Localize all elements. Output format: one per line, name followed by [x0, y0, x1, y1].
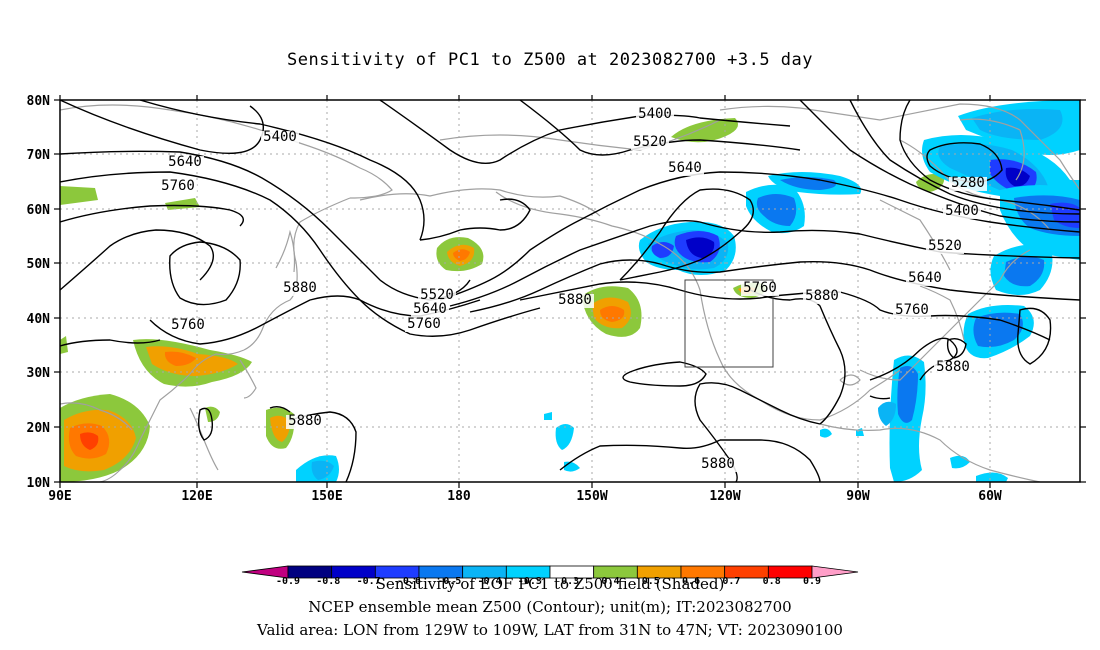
contour-label: 5640: [168, 154, 202, 170]
contour-label-bg: [893, 304, 931, 318]
contour-label-bg: [169, 319, 207, 333]
colorbar-label: -0.8: [316, 576, 340, 587]
footer-valid-area: Valid area: LON from 129W to 109W, LAT f…: [257, 621, 843, 639]
contour-label-bg: [741, 282, 779, 296]
map-title: Sensitivity of PC1 to Z500 at 2023082700…: [286, 50, 813, 70]
colorbar: -0.9 -0.8 -0.7 -0.6 -0.5 -0.4 -0.3 0.3 0.4 0.5 0.6…: [241, 565, 859, 587]
lon-tick-label: 180: [447, 489, 471, 504]
colorbar-label: -0.4: [477, 576, 501, 587]
z500-contours: [60, 100, 1080, 482]
contour-label-bg: [261, 131, 299, 145]
contour-label-bg: [166, 156, 204, 170]
graticule: [60, 100, 1080, 482]
contour-label-bg: [286, 415, 324, 429]
latitude-axis: 80N 70N 60N 50N 40N 30N 20N 10N: [27, 94, 1086, 491]
contour-label-bg: [281, 282, 319, 296]
valid-area-box: [684, 279, 774, 368]
contour-label: 5880: [701, 456, 735, 472]
colorbar-label: 0.3: [561, 576, 579, 587]
contour-label: 5520: [420, 287, 454, 303]
contour-label: 5640: [908, 270, 942, 286]
colorbar-label: 0.6: [682, 576, 700, 587]
contour-label: 5400: [638, 106, 672, 122]
map-frame: [59, 99, 1081, 483]
contour-label: 5520: [928, 238, 962, 254]
colorbar-label: -0.5: [437, 576, 461, 587]
negative-sensitivity-shading: [296, 100, 1080, 482]
contour-label: 5880: [936, 359, 970, 375]
colorbar-label: 0.7: [722, 576, 740, 587]
lon-tick-label: 150W: [576, 489, 607, 504]
contour-label: 5760: [895, 302, 929, 318]
lat-tick-label: 10N: [27, 476, 51, 491]
lat-tick-label: 60N: [27, 203, 51, 218]
contour-label-bg: [934, 361, 972, 375]
contour-label-bg: [926, 240, 964, 254]
contour-label-bg: [631, 136, 669, 150]
contour-label-bg: [699, 458, 737, 472]
contour-label: 5760: [171, 317, 205, 333]
contour-label-bg: [666, 162, 704, 176]
contour-label: 5400: [945, 203, 979, 219]
lon-tick-label: 60W: [978, 489, 1002, 504]
contour-label: 5640: [413, 301, 447, 317]
colorbar-label: -0.3: [518, 576, 542, 587]
colorbar-label: 0.8: [763, 576, 781, 587]
lat-tick-label: 40N: [27, 312, 51, 327]
lon-tick-label: 90W: [846, 489, 870, 504]
contour-label: 5400: [263, 129, 297, 145]
lat-tick-label: 50N: [27, 257, 51, 272]
lon-tick-label: 120E: [181, 489, 212, 504]
contour-label-bg: [906, 272, 944, 286]
colorbar-label: 0.9: [803, 576, 821, 587]
contour-label-bg: [949, 177, 987, 191]
colorbar-label: -0.7: [357, 576, 381, 587]
colorbar-label: -0.6: [397, 576, 421, 587]
map-field: [60, 100, 1080, 482]
colorbar-label: 0.4: [601, 576, 619, 587]
contour-label: 5760: [161, 178, 195, 194]
contour-label-bg: [803, 290, 841, 304]
footer-contour-description: NCEP ensemble mean Z500 (Contour); unit(…: [308, 598, 792, 616]
contour-label: 5760: [743, 280, 777, 296]
longitude-axis: 90E 120E 150E 180 150W 120W 90W 60W: [48, 95, 1002, 504]
contour-label-bg: [405, 318, 443, 332]
lon-tick-label: 150E: [311, 489, 342, 504]
contour-label-bg: [159, 180, 197, 194]
colorbar-label: 0.5: [642, 576, 660, 587]
contour-label: 5880: [288, 413, 322, 429]
contour-label: 5880: [805, 288, 839, 304]
colorbar-upper-arrow: [811, 565, 859, 579]
contour-label: 5880: [558, 292, 592, 308]
lat-tick-label: 70N: [27, 148, 51, 163]
lat-tick-label: 20N: [27, 421, 51, 436]
contour-label-bg: [636, 108, 674, 122]
contour-labels: 5400540056405760552056405280540055205640…: [159, 106, 987, 472]
contour-label-bg: [943, 205, 981, 219]
contour-label-bg: [411, 303, 449, 317]
contour-label: 5280: [951, 175, 985, 191]
contour-label-bg: [556, 294, 594, 308]
lon-tick-label: 90E: [48, 489, 71, 504]
lon-tick-label: 120W: [709, 489, 740, 504]
lat-tick-label: 80N: [27, 94, 51, 109]
contour-label-bg: [418, 289, 456, 303]
footer-shading-description: Sensitivity of EOF PC1 to Z500 field (Sh…: [375, 575, 725, 593]
lat-tick-label: 30N: [27, 366, 51, 381]
contour-label: 5760: [407, 316, 441, 332]
colorbar-label: -0.9: [276, 576, 300, 587]
contour-label: 5880: [283, 280, 317, 296]
contour-label: 5640: [668, 160, 702, 176]
contour-label: 5520: [633, 134, 667, 150]
